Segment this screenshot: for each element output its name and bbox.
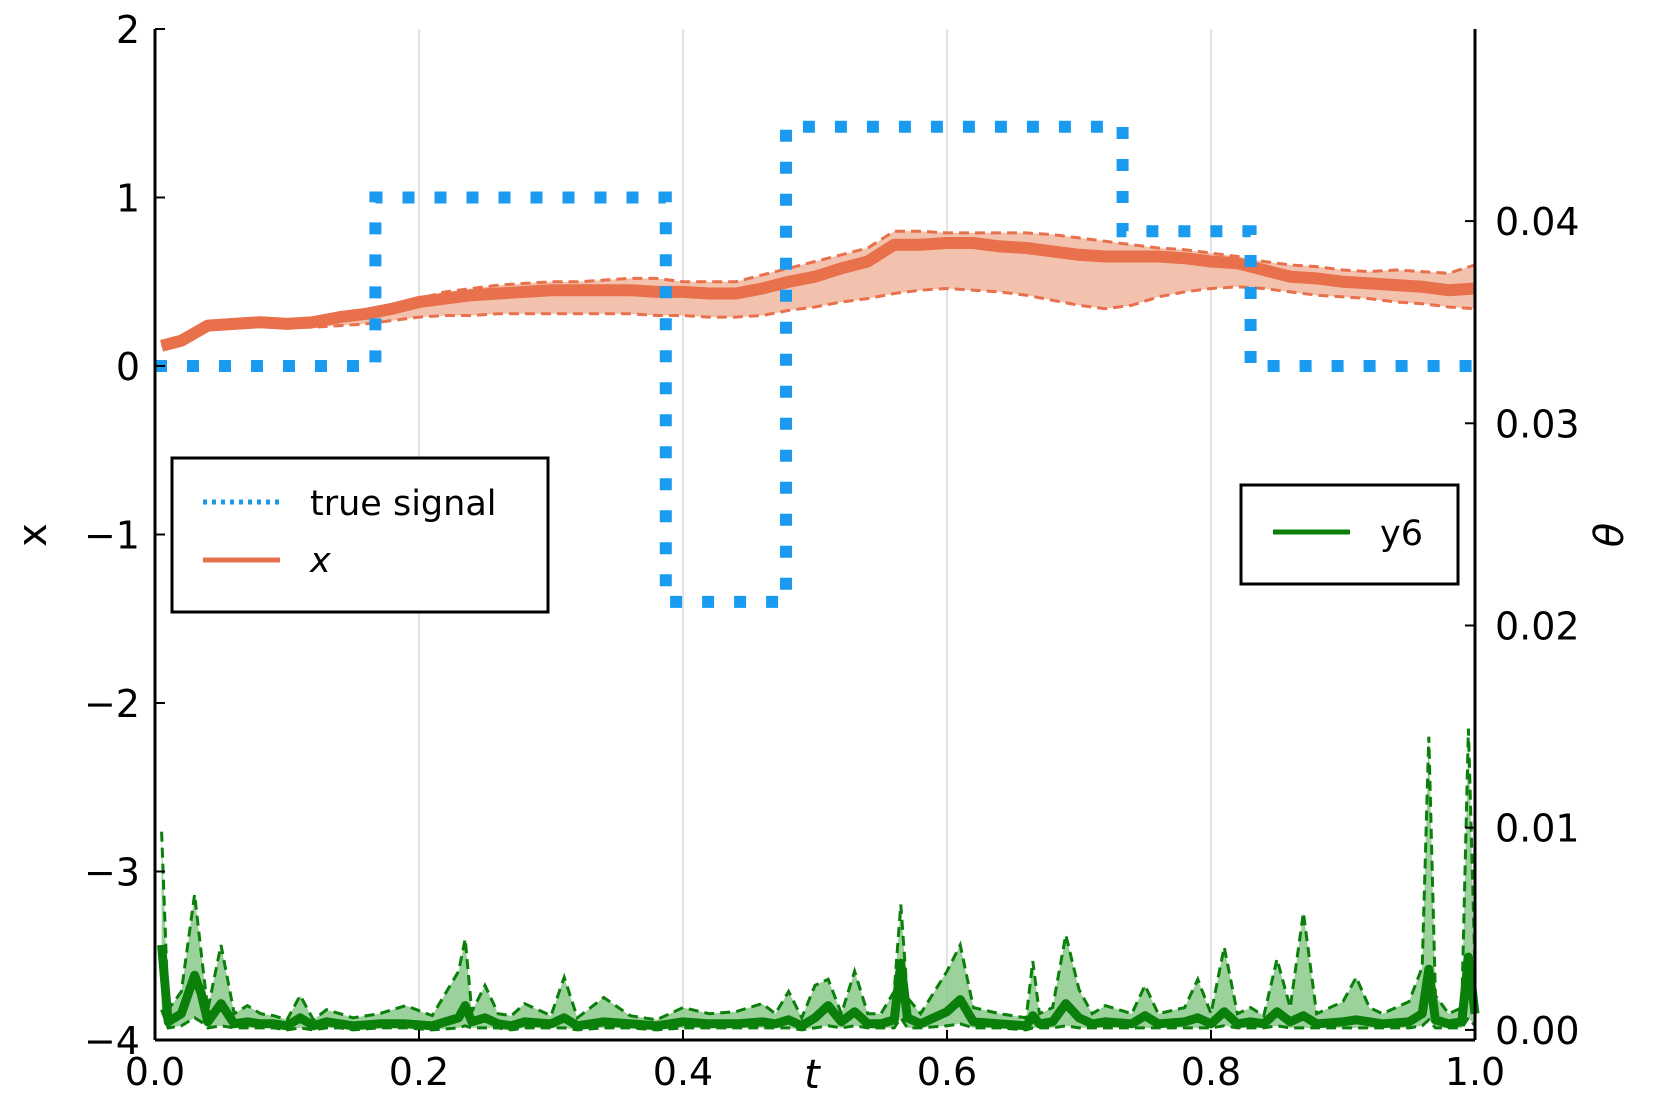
y-left-tick-label-2: 0 (116, 345, 140, 389)
tick-labels: 0.0 0.2 0.4 0.6 0.8 1.0 2 1 0 −1 −2 −3 −4 0.04 0.03 0.0… (84, 8, 1580, 1094)
x-axis-title: t (804, 1052, 821, 1098)
x-tick-label-5: 1.0 (1445, 1050, 1505, 1094)
y-left-tick-label-4: −2 (84, 682, 140, 726)
y-left-tick-label-1: 1 (116, 177, 140, 221)
y-left-tick-label-5: −3 (84, 851, 140, 895)
y6-upper-bound-line (160, 728, 1477, 1023)
y6-lower-bound-line (160, 1009, 1477, 1032)
y-right-tick-label-3: 0.01 (1495, 807, 1580, 851)
legend-y6-label: y6 (1380, 514, 1423, 554)
x-uncertainty-band (161, 231, 1476, 346)
y-right-axis-title: θ (1587, 523, 1633, 547)
true-signal-line (155, 120, 1475, 608)
true-signal-group (155, 120, 1475, 608)
y-left-tick-label-6: −4 (84, 1019, 140, 1063)
y-left-axis-title: x (10, 523, 56, 547)
x-mean-line (160, 237, 1476, 352)
y-left-tick-label-3: −1 (84, 514, 140, 558)
y-right-tick-label-4: 0.00 (1495, 1009, 1580, 1053)
x-tick-label-3: 0.6 (917, 1050, 977, 1094)
x-series-group (160, 229, 1476, 352)
y-right-tick-label-1: 0.03 (1495, 402, 1580, 446)
legend-true-signal-label: true signal (310, 484, 496, 524)
x-tick-label-2: 0.4 (653, 1050, 713, 1094)
legend-left-frame (170, 456, 550, 614)
x-tick-label-0: 0.0 (125, 1050, 185, 1094)
y6-series-group (157, 728, 1480, 1032)
x-tick-label-1: 0.2 (389, 1050, 449, 1094)
y6-mean-line (157, 944, 1480, 1031)
legend-x-label: x (309, 541, 331, 581)
y-right-tick-label-2: 0.02 (1495, 604, 1580, 648)
x-tick-label-4: 0.8 (1181, 1050, 1241, 1094)
y-left-tick-label-0: 2 (116, 8, 140, 52)
y-right-tick-label-0: 0.04 (1495, 200, 1580, 244)
legend-right: y6 (1239, 483, 1460, 586)
legend-left: true signal x (170, 456, 550, 614)
